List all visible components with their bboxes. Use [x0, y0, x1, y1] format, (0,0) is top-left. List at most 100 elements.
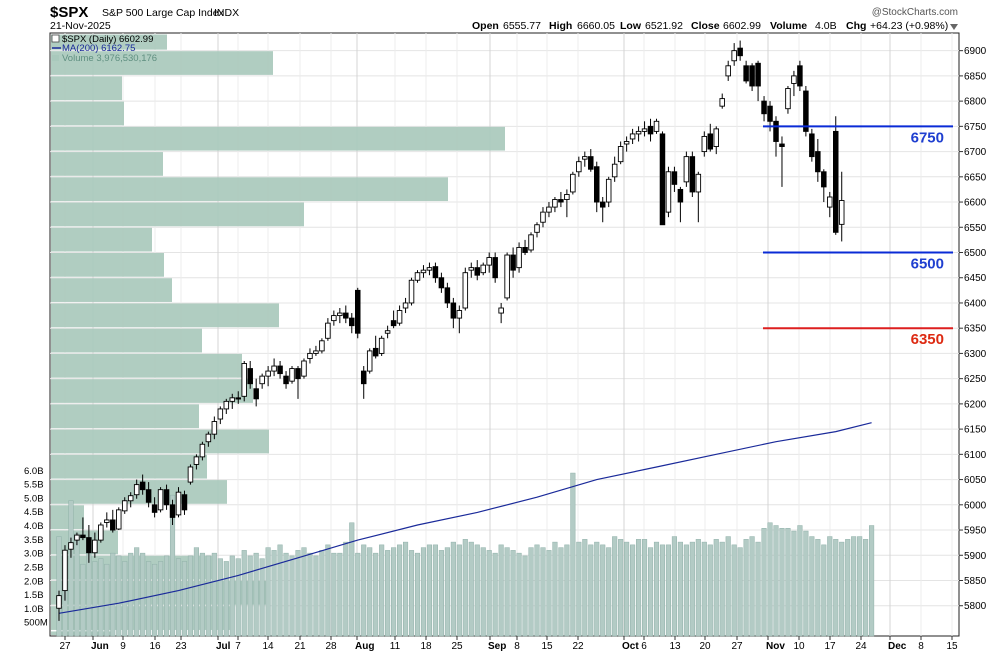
candle-body: [205, 433, 212, 443]
volume-bar: [809, 536, 815, 637]
volume-bar: [134, 547, 140, 637]
candle-body: [767, 105, 773, 122]
candle-body: [653, 120, 660, 132]
chg-value: +64.23 (+0.98%): [870, 20, 948, 32]
legend-candle-icon: [51, 34, 60, 43]
candle-body: [576, 161, 582, 173]
candle-body: [235, 397, 241, 400]
volume-bar: [235, 558, 241, 637]
candle-body: [355, 289, 361, 334]
volume-profile-bar: [51, 152, 163, 176]
open-value: 6555.77: [503, 20, 541, 32]
candle-body: [719, 98, 725, 107]
volume-profile-bar: [51, 454, 207, 479]
date-tick-label: 10: [793, 641, 805, 652]
collapse-icon[interactable]: [950, 24, 958, 30]
candle-body: [223, 400, 230, 410]
volume-bar: [857, 536, 863, 637]
candle-body: [803, 90, 809, 132]
volume-bar: [361, 544, 367, 637]
candle-body: [677, 188, 684, 203]
volume-bar: [624, 541, 630, 637]
volume-bar: [223, 561, 229, 637]
volume-bar: [636, 539, 642, 637]
volume-bar: [498, 544, 504, 637]
ticker-symbol: $SPX: [50, 4, 88, 21]
candle-body: [378, 337, 385, 354]
candle-body: [611, 163, 618, 178]
date-tick-label: 6: [641, 641, 647, 652]
candle-body: [815, 151, 821, 173]
volume-bar: [259, 558, 265, 637]
candle-body: [74, 534, 80, 541]
volume-bar: [271, 550, 277, 637]
volume-bar: [301, 547, 307, 637]
volume-bar: [438, 550, 444, 637]
date-tick-label: Jun: [91, 641, 109, 652]
candle-body: [414, 272, 421, 281]
volume-bar: [582, 539, 588, 637]
ohlc-readout: Open 6555.77 High 6660.05 Low 6521.92 Cl…: [472, 20, 948, 32]
volume-bar: [534, 544, 540, 637]
candle-body: [313, 350, 319, 354]
price-tick-label: 6150: [964, 425, 987, 436]
candle-body: [145, 489, 152, 503]
candle-body: [743, 65, 749, 82]
volume-bar: [546, 550, 552, 637]
candle-body: [558, 199, 564, 203]
candle-body: [570, 173, 576, 193]
legend-volume: Volume 3,976,530,176: [62, 53, 157, 64]
candle-body: [552, 199, 558, 208]
candle-body: [456, 310, 463, 319]
price-tick-label: 6500: [964, 248, 987, 259]
volume-bar: [146, 561, 152, 637]
candle-body: [163, 489, 170, 506]
volume-bar: [193, 547, 199, 637]
volume-bar: [839, 541, 845, 637]
price-tick-label: 6100: [964, 450, 987, 461]
volume-profile-bar: [51, 101, 124, 126]
volume-tick-label: 4.0B: [24, 521, 44, 532]
volume-tick-label: 1.0B: [24, 604, 44, 615]
volume-bar: [253, 552, 259, 637]
volume-bar: [325, 544, 331, 637]
volume-bar: [665, 544, 672, 637]
volume-tick-label: 2.5B: [24, 562, 44, 573]
candle-body: [450, 302, 457, 319]
volume-bar: [863, 539, 869, 637]
price-tick-label: 6800: [964, 97, 987, 108]
volume-bar: [576, 541, 582, 637]
date-tick-label: Sep: [488, 641, 506, 652]
volume-bar: [211, 552, 217, 637]
candle-body: [480, 264, 486, 274]
volume-bar: [205, 555, 211, 637]
volume-bar: [247, 555, 253, 637]
candle-body: [402, 302, 409, 309]
candle-body: [169, 504, 176, 518]
volume-tick-label: 500M: [24, 618, 48, 629]
volume-bar: [403, 541, 409, 637]
volume-bar: [265, 547, 271, 637]
candle-body: [259, 375, 265, 385]
candle-body: [408, 279, 415, 304]
volume-bar: [725, 536, 731, 637]
legend-ma200: MA(200) 6162.75: [62, 43, 135, 54]
volume-bar: [737, 547, 743, 637]
volume-bar: [152, 563, 158, 637]
candle-body: [98, 524, 104, 541]
candle-body: [821, 171, 827, 188]
volume-bar: [600, 544, 606, 637]
exchange-name: INDX: [214, 7, 239, 19]
candle-body: [791, 75, 797, 84]
candle-body: [432, 266, 439, 279]
candle-body: [271, 365, 277, 372]
date-tick-label: 18: [420, 641, 432, 652]
volume-bar: [367, 547, 373, 637]
volume-profile-bar: [51, 227, 152, 252]
date-tick-label: 8: [918, 641, 924, 652]
candle-body: [325, 322, 331, 339]
volume-label: Volume: [770, 20, 807, 32]
candle-body: [594, 166, 600, 203]
volume-bar: [331, 552, 337, 637]
